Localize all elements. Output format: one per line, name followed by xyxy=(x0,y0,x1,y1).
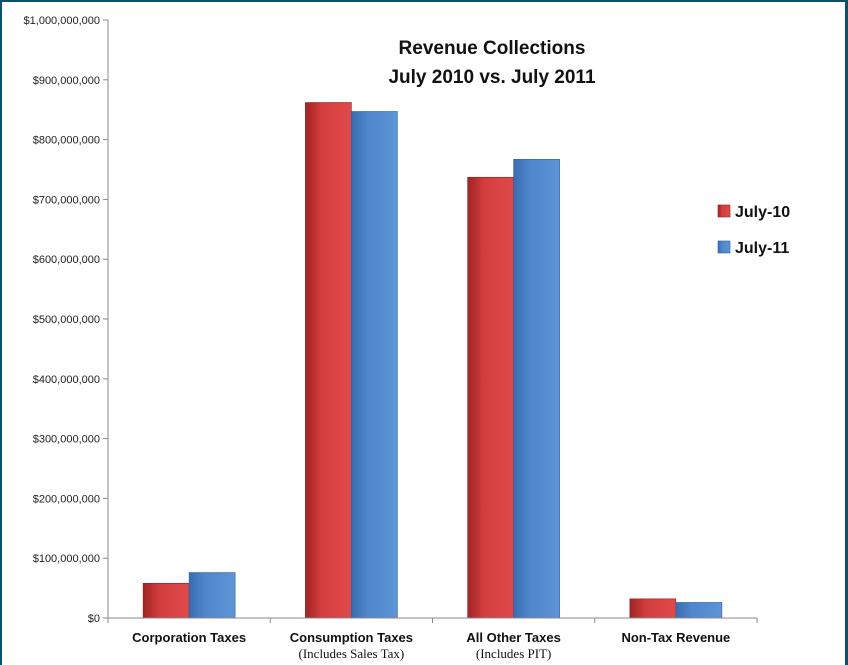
y-tick-label: $500,000,000 xyxy=(33,314,100,326)
legend-swatch-july-11 xyxy=(717,240,731,254)
x-axis: Corporation Taxes Consumption Taxes(Inclu… xyxy=(107,617,758,661)
bars xyxy=(142,102,723,619)
bar-july-11-consumption-taxes xyxy=(351,111,398,619)
bar-july-10-corporation-taxes xyxy=(142,583,190,619)
x-category-label: Consumption Taxes xyxy=(290,630,413,645)
y-tick-label: $100,000,000 xyxy=(33,553,100,565)
legend-label-july-11: July-11 xyxy=(735,240,789,257)
bar-july-10-non-tax-revenue xyxy=(629,598,677,619)
bar-july-10-consumption-taxes xyxy=(305,102,352,619)
y-tick-label: $400,000,000 xyxy=(33,374,100,386)
legend: July-10 July-11 xyxy=(717,204,790,257)
y-tick-label: $700,000,000 xyxy=(33,194,100,206)
legend-swatch-july-10 xyxy=(717,204,731,218)
bar-july-10-all-other-taxes xyxy=(467,176,514,619)
bar-july-11-all-other-taxes xyxy=(513,159,560,619)
x-category-sublabel: (Includes Sales Tax) xyxy=(299,646,405,661)
y-tick-label: $900,000,000 xyxy=(33,75,100,87)
y-tick-label: $0 xyxy=(88,613,100,625)
x-category-label: All Other Taxes xyxy=(466,630,560,645)
legend-label-july-10: July-10 xyxy=(735,204,790,221)
x-category-label: Non-Tax Revenue xyxy=(621,630,730,645)
y-tick-label: $1,000,000,000 xyxy=(24,15,100,27)
chart-title-line-2: July 2010 vs. July 2011 xyxy=(388,67,595,88)
bar-july-11-non-tax-revenue xyxy=(675,602,723,619)
y-tick-label: $800,000,000 xyxy=(33,135,100,147)
chart-title: Revenue Collections July 2010 vs. July 2… xyxy=(388,38,595,88)
y-tick-label: $600,000,000 xyxy=(33,254,100,266)
bar-july-11-corporation-taxes xyxy=(188,572,236,619)
y-axis: $0 $100,000,000 $200,000,000 $300,000,000 $4… xyxy=(24,15,109,625)
y-tick-label: $300,000,000 xyxy=(33,434,100,446)
x-category-sublabel: (Includes PIT) xyxy=(476,646,551,661)
y-tick-label: $200,000,000 xyxy=(33,493,100,505)
x-category-label: Corporation Taxes xyxy=(132,630,246,645)
chart-title-line-1: Revenue Collections xyxy=(399,38,586,59)
